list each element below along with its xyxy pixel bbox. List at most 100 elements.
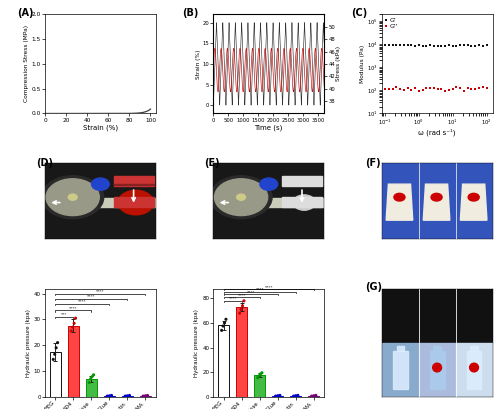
G' xyxy=(427,43,433,48)
Circle shape xyxy=(468,193,479,201)
G'' xyxy=(464,86,470,91)
Line: G': G' xyxy=(384,43,488,47)
G'' xyxy=(454,85,460,90)
Bar xyxy=(282,197,322,207)
Circle shape xyxy=(214,179,268,216)
Point xyxy=(68,324,76,330)
Point xyxy=(144,392,152,399)
Text: ****: **** xyxy=(264,285,273,289)
Bar xyxy=(418,343,456,397)
X-axis label: Time (s): Time (s) xyxy=(254,124,283,130)
Bar xyxy=(466,405,481,409)
Circle shape xyxy=(394,193,405,201)
Text: (D): (D) xyxy=(36,158,53,168)
G'' xyxy=(472,87,478,92)
Circle shape xyxy=(42,176,104,219)
Circle shape xyxy=(432,363,442,372)
Polygon shape xyxy=(386,184,412,220)
Circle shape xyxy=(431,193,442,201)
G'' xyxy=(394,84,400,89)
Bar xyxy=(114,176,154,186)
Bar xyxy=(396,346,404,351)
G'' xyxy=(420,88,426,93)
Bar xyxy=(470,346,478,351)
Point xyxy=(272,393,280,399)
G'' xyxy=(450,87,456,92)
Point xyxy=(312,392,320,399)
Circle shape xyxy=(92,178,109,190)
Bar xyxy=(393,351,407,389)
Point xyxy=(121,393,129,399)
G'' xyxy=(401,88,407,92)
Point xyxy=(276,392,284,399)
G' xyxy=(431,44,437,49)
Point xyxy=(126,392,134,399)
Text: ****: **** xyxy=(69,306,78,310)
G'' xyxy=(480,85,486,90)
Y-axis label: Hydraulic pressure (kpa): Hydraulic pressure (kpa) xyxy=(26,309,31,377)
Point xyxy=(255,373,263,379)
G' xyxy=(404,42,410,47)
Point xyxy=(72,315,80,321)
G' xyxy=(420,43,426,48)
G'' xyxy=(442,88,448,93)
G'' xyxy=(412,86,418,91)
G' xyxy=(450,43,456,48)
G' xyxy=(472,43,478,48)
Bar xyxy=(456,163,492,239)
Bar xyxy=(114,197,154,207)
Text: ****: **** xyxy=(87,294,96,299)
G' xyxy=(446,43,452,48)
Line: G'': G'' xyxy=(384,85,488,93)
G'' xyxy=(438,87,444,92)
G' xyxy=(412,43,418,48)
Y-axis label: Strain (%): Strain (%) xyxy=(196,49,201,79)
G'' xyxy=(457,86,463,91)
Legend: G', G'': G', G'' xyxy=(385,18,398,29)
Bar xyxy=(282,176,322,186)
Point xyxy=(274,393,281,399)
G' xyxy=(468,43,474,48)
Point xyxy=(222,316,230,323)
G'' xyxy=(390,87,396,92)
Point xyxy=(88,373,96,380)
Point xyxy=(258,369,266,376)
Point xyxy=(68,328,76,334)
Point xyxy=(220,320,228,326)
Text: (F): (F) xyxy=(365,158,380,168)
G'' xyxy=(397,86,403,91)
Point xyxy=(292,393,300,399)
Text: (E): (E) xyxy=(204,158,220,168)
Bar xyxy=(466,351,481,389)
Bar xyxy=(140,396,150,397)
Text: (B): (B) xyxy=(182,8,198,18)
G' xyxy=(457,43,463,47)
Bar xyxy=(418,397,456,409)
G'' xyxy=(408,88,414,92)
Bar xyxy=(382,163,417,239)
Y-axis label: Compression Stress (MPa): Compression Stress (MPa) xyxy=(24,25,28,103)
G' xyxy=(382,43,388,47)
X-axis label: ω (rad s⁻¹): ω (rad s⁻¹) xyxy=(418,128,456,136)
Text: ****: **** xyxy=(78,300,86,304)
G'' xyxy=(434,86,440,91)
Bar xyxy=(419,163,454,239)
Point xyxy=(86,375,94,382)
Bar xyxy=(104,396,115,397)
Point xyxy=(108,392,116,399)
Polygon shape xyxy=(424,184,450,220)
G'' xyxy=(461,88,467,93)
Bar xyxy=(456,397,492,409)
Point xyxy=(142,393,150,399)
Y-axis label: Modulus (Pa): Modulus (Pa) xyxy=(360,45,366,83)
Point xyxy=(308,393,316,399)
Circle shape xyxy=(260,178,278,190)
G'' xyxy=(382,87,388,92)
Point xyxy=(236,310,244,317)
Text: ****: **** xyxy=(246,290,255,294)
Circle shape xyxy=(470,363,478,372)
Circle shape xyxy=(46,179,100,216)
G'' xyxy=(404,85,410,90)
Point xyxy=(70,320,78,327)
Point xyxy=(106,393,114,399)
